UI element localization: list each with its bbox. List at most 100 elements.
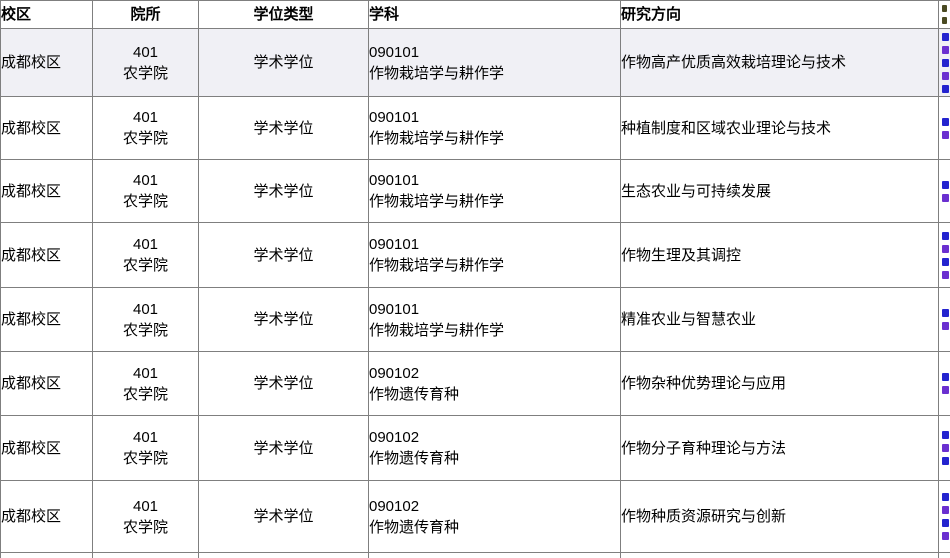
cell-truncated-links xyxy=(938,96,950,160)
cell-discipline: 090102 作物遗传育种 xyxy=(368,480,621,553)
cell-institute: 401 农学院 xyxy=(92,96,199,160)
cell-discipline: 090101 作物栽培学与耕作学 xyxy=(368,28,621,97)
cell-discipline: 090101 作物栽培学与耕作学 xyxy=(368,287,621,352)
clipped-header-glyph xyxy=(942,17,947,24)
column-header-research_direction: 研究方向 xyxy=(620,0,939,29)
cell-truncated-links xyxy=(938,28,950,97)
cell-degree-type: 学术学位 xyxy=(198,351,369,416)
clipped-links-stack xyxy=(940,373,950,394)
clipped-link-fragment[interactable] xyxy=(942,244,949,253)
cell-discipline-line: 090101 xyxy=(369,236,420,253)
cell-truncated-links xyxy=(938,415,950,481)
header-row: 校区 院所 学位类型 学科 研究方向 xyxy=(0,0,950,29)
partial-cell xyxy=(620,552,939,558)
cell-truncated-links xyxy=(938,480,950,553)
table-row: 成都校区 401 农学院 学术学位 090101 作物栽培学与耕作学 作物高产优质高效栽培理… xyxy=(0,28,950,97)
cell-institute: 401 农学院 xyxy=(92,351,199,416)
clipped-link-fragment[interactable] xyxy=(942,309,949,317)
cell-discipline-line: 作物栽培学与耕作学 xyxy=(369,257,505,274)
cell-institute-line: 401 xyxy=(132,364,159,382)
clipped-link-fragment[interactable] xyxy=(942,506,949,514)
cell-discipline: 090101 作物栽培学与耕作学 xyxy=(368,159,621,223)
clipped-link-fragment[interactable] xyxy=(942,117,949,126)
cell-institute-line: 401 xyxy=(132,43,159,61)
cell-discipline-line: 作物遗传育种 xyxy=(369,518,460,536)
table-body: 成都校区 401 农学院 学术学位 090101 作物栽培学与耕作学 作物高产优质高效栽培理… xyxy=(0,28,950,558)
clipped-link-fragment[interactable] xyxy=(942,231,949,240)
partial-cell xyxy=(0,552,93,558)
cell-discipline-line: 作物栽培学与耕作学 xyxy=(369,130,505,147)
clipped-link-fragment[interactable] xyxy=(942,257,949,266)
cell-campus: 成都校区 xyxy=(0,28,93,97)
cell-institute: 401 农学院 xyxy=(92,287,199,352)
clipped-link-fragment[interactable] xyxy=(942,444,949,452)
partial-cell xyxy=(368,552,621,558)
table-row: 成都校区 401 农学院 学术学位 090102 作物遗传育种 作物分子育种理论与方法 xyxy=(0,415,950,481)
clipped-link-fragment[interactable] xyxy=(942,58,949,67)
table-row: 成都校区 401 农学院 学术学位 090102 作物遗传育种 作物种质资源研究与创新 xyxy=(0,480,950,553)
cell-campus: 成都校区 xyxy=(0,351,93,416)
clipped-link-fragment[interactable] xyxy=(942,130,949,139)
clipped-link-fragment[interactable] xyxy=(942,270,949,279)
clipped-links-stack xyxy=(940,180,950,202)
cell-institute-line: 农学院 xyxy=(122,193,168,210)
clipped-link-fragment[interactable] xyxy=(942,493,949,501)
table-row: 成都校区 401 农学院 学术学位 090101 作物栽培学与耕作学 作物生理及其调控 xyxy=(0,222,950,288)
cell-institute-line: 401 xyxy=(132,236,159,253)
cell-research-direction: 作物生理及其调控 xyxy=(620,222,939,288)
clipped-link-fragment[interactable] xyxy=(942,322,949,330)
clipped-links-stack xyxy=(940,231,950,279)
cell-discipline: 090101 作物栽培学与耕作学 xyxy=(368,96,621,160)
cell-discipline-line: 作物栽培学与耕作学 xyxy=(369,193,505,210)
cell-discipline-line: 090102 xyxy=(369,364,420,382)
cell-campus: 成都校区 xyxy=(0,159,93,223)
cell-campus: 成都校区 xyxy=(0,222,93,288)
cell-discipline-line: 090101 xyxy=(369,300,420,318)
cell-discipline: 090102 作物遗传育种 xyxy=(368,415,621,481)
partial-cell xyxy=(198,552,369,558)
cell-research-direction: 作物杂种优势理论与应用 xyxy=(620,351,939,416)
clipped-link-fragment[interactable] xyxy=(942,373,949,381)
cell-discipline: 090102 作物遗传育种 xyxy=(368,351,621,416)
cell-discipline-line: 作物遗传育种 xyxy=(369,385,460,403)
cell-research-direction: 作物分子育种理论与方法 xyxy=(620,415,939,481)
cell-institute-line: 农学院 xyxy=(122,321,168,339)
column-header-discipline: 学科 xyxy=(368,0,621,29)
clipped-link-fragment[interactable] xyxy=(942,193,949,202)
clipped-link-fragment[interactable] xyxy=(942,457,949,465)
cell-degree-type: 学术学位 xyxy=(198,222,369,288)
cell-institute: 401 农学院 xyxy=(92,159,199,223)
clipped-link-fragment[interactable] xyxy=(942,45,949,54)
cell-degree-type: 学术学位 xyxy=(198,159,369,223)
cell-degree-type: 学术学位 xyxy=(198,28,369,97)
cell-institute-line: 农学院 xyxy=(122,130,168,147)
cell-discipline-line: 作物栽培学与耕作学 xyxy=(369,321,505,339)
clipped-link-fragment[interactable] xyxy=(942,32,949,41)
clipped-link-fragment[interactable] xyxy=(942,532,949,540)
cell-institute-line: 401 xyxy=(132,497,159,515)
cell-discipline: 090101 作物栽培学与耕作学 xyxy=(368,222,621,288)
cell-research-direction: 生态农业与可持续发展 xyxy=(620,159,939,223)
clipped-links-stack xyxy=(940,117,950,139)
column-header-institute: 院所 xyxy=(92,0,199,29)
cell-institute-line: 401 xyxy=(132,172,159,189)
cell-institute-line: 401 xyxy=(132,300,159,318)
cell-institute: 401 农学院 xyxy=(92,480,199,553)
cell-institute-line: 401 xyxy=(132,109,159,126)
clipped-links-stack xyxy=(940,493,950,540)
clipped-link-fragment[interactable] xyxy=(942,519,949,527)
cell-campus: 成都校区 xyxy=(0,96,93,160)
clipped-link-fragment[interactable] xyxy=(942,71,949,80)
cell-institute: 401 农学院 xyxy=(92,28,199,97)
clipped-link-fragment[interactable] xyxy=(942,386,949,394)
cell-truncated-links xyxy=(938,222,950,288)
clipped-link-fragment[interactable] xyxy=(942,180,949,189)
cell-discipline-line: 090102 xyxy=(369,497,420,515)
clipped-link-fragment[interactable] xyxy=(942,84,949,93)
cell-degree-type: 学术学位 xyxy=(198,415,369,481)
partial-cell xyxy=(92,552,199,558)
cell-discipline-line: 090101 xyxy=(369,172,420,189)
clipped-link-fragment[interactable] xyxy=(942,431,949,439)
